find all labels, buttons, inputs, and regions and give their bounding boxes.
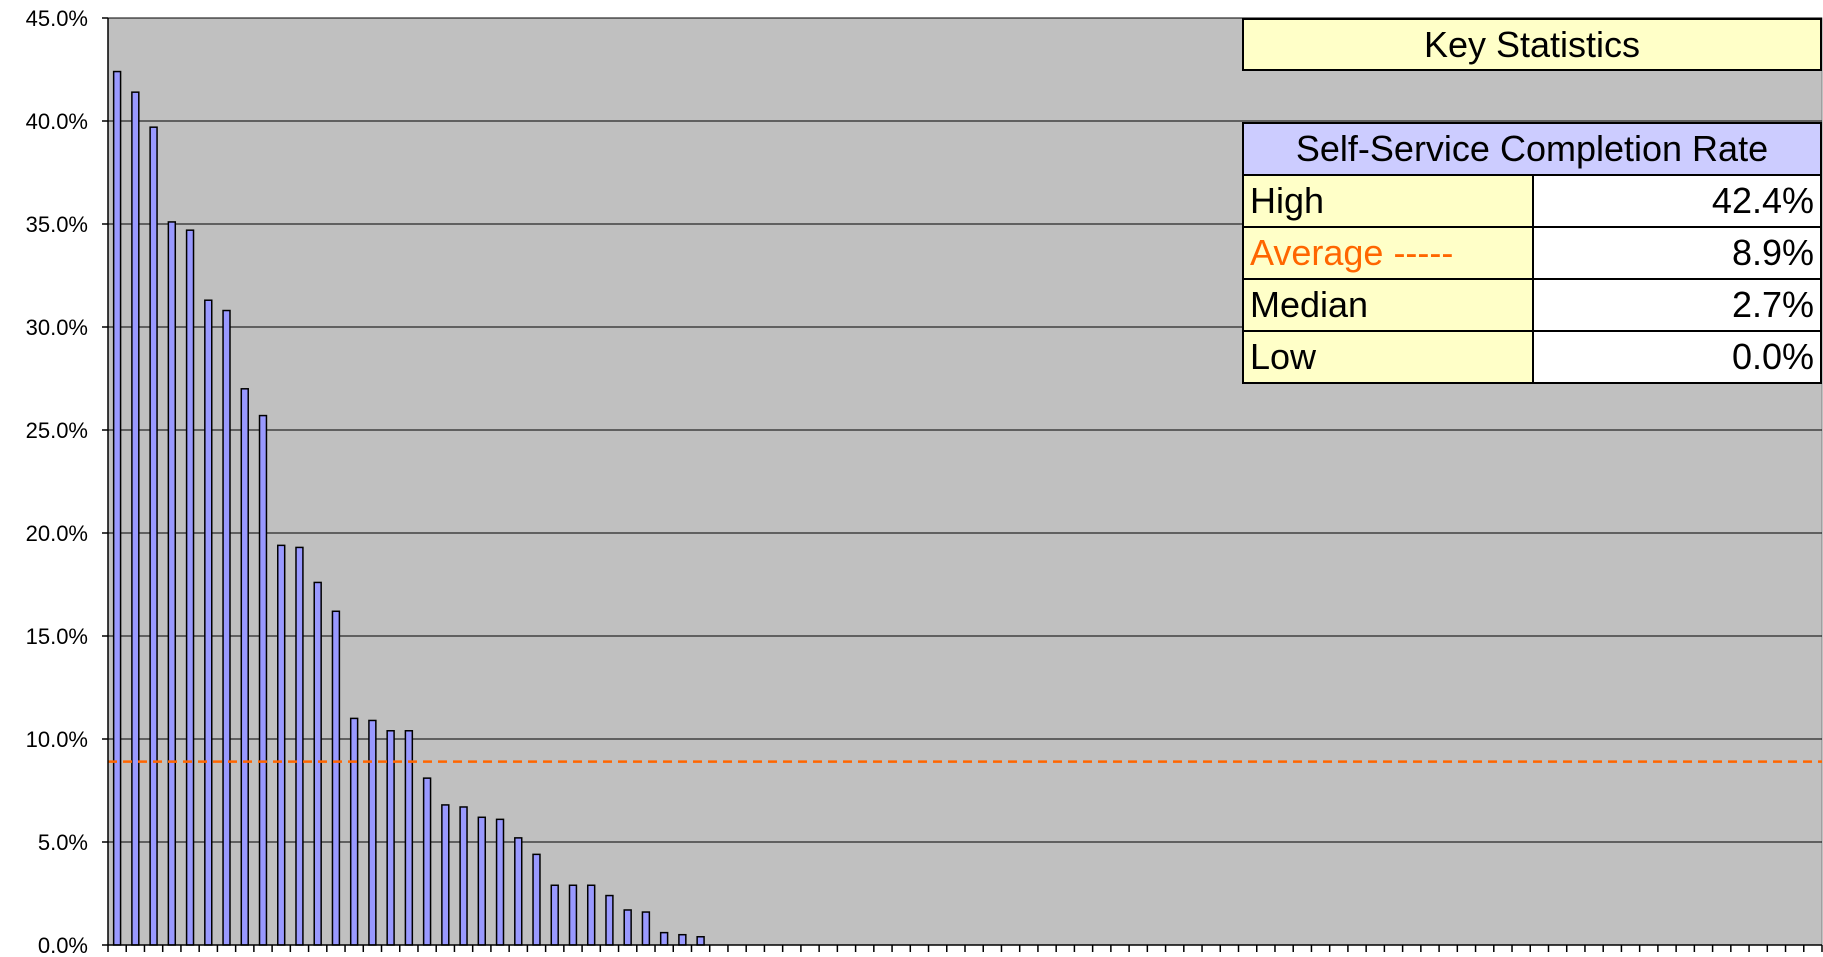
key-statistics-title: Key Statistics: [1242, 18, 1822, 71]
bar: [331, 610, 341, 946]
bar: [586, 884, 596, 946]
bar: [167, 221, 177, 946]
bar: [514, 837, 523, 946]
y-tick-label: 25.0%: [26, 418, 88, 443]
bar: [277, 544, 286, 946]
axes: [102, 17, 1823, 952]
key-statistics-panel: Key Statistics Self-Service Completion R…: [1242, 18, 1822, 384]
stat-label-median: Median: [1242, 278, 1534, 332]
bar: [532, 853, 541, 946]
stat-label-average: Average -----: [1242, 226, 1534, 280]
bar: [112, 70, 122, 946]
bar: [568, 884, 578, 946]
bar: [131, 91, 140, 946]
bar: [696, 936, 705, 946]
stat-value-low: 0.0%: [1532, 330, 1822, 384]
bar: [222, 309, 231, 946]
y-tick-label: 15.0%: [26, 624, 88, 649]
stats-row-median: Median 2.7%: [1242, 278, 1822, 332]
bar: [459, 806, 468, 946]
bar: [368, 719, 377, 946]
bar: [678, 933, 687, 946]
stats-header-row: Self-Service Completion Rate: [1242, 122, 1822, 176]
stat-label-high: High: [1242, 174, 1534, 228]
y-axis-labels: 0.0% 5.0% 10.0% 15.0% 20.0% 25.0% 30.0% 35.0% 40…: [26, 6, 88, 957]
bar: [422, 777, 432, 946]
stat-value-average: 8.9%: [1532, 226, 1822, 280]
bar: [477, 816, 487, 946]
stats-row-average: Average ----- 8.9%: [1242, 226, 1822, 280]
bar: [258, 414, 268, 946]
y-tick-label: 0.0%: [38, 933, 88, 957]
bar: [623, 909, 632, 946]
bar: [495, 818, 505, 946]
y-tick-label: 40.0%: [26, 109, 88, 134]
stats-table: Self-Service Completion Rate High 42.4% …: [1242, 122, 1822, 384]
bar: [441, 804, 450, 946]
stats-table-header: Self-Service Completion Rate: [1242, 122, 1822, 176]
bar: [349, 717, 359, 946]
y-tick-label: 45.0%: [26, 6, 88, 31]
y-tick-label: 20.0%: [26, 521, 88, 546]
bar: [641, 911, 651, 946]
bar: [149, 126, 158, 946]
bar: [605, 894, 614, 946]
y-tick-label: 5.0%: [38, 830, 88, 855]
bar: [185, 229, 195, 946]
y-tick-label: 30.0%: [26, 315, 88, 340]
y-tick-label: 35.0%: [26, 212, 88, 237]
bar: [550, 884, 559, 946]
stat-value-high: 42.4%: [1532, 174, 1822, 228]
stats-row-high: High 42.4%: [1242, 174, 1822, 228]
bar: [204, 299, 213, 946]
bar: [659, 931, 669, 946]
stat-label-low: Low: [1242, 330, 1534, 384]
bars: [112, 70, 705, 946]
stat-value-median: 2.7%: [1532, 278, 1822, 332]
bar: [240, 388, 249, 946]
y-tick-label: 10.0%: [26, 727, 88, 752]
bar: [295, 546, 304, 946]
bar: [313, 581, 322, 946]
stats-row-low: Low 0.0%: [1242, 330, 1822, 384]
